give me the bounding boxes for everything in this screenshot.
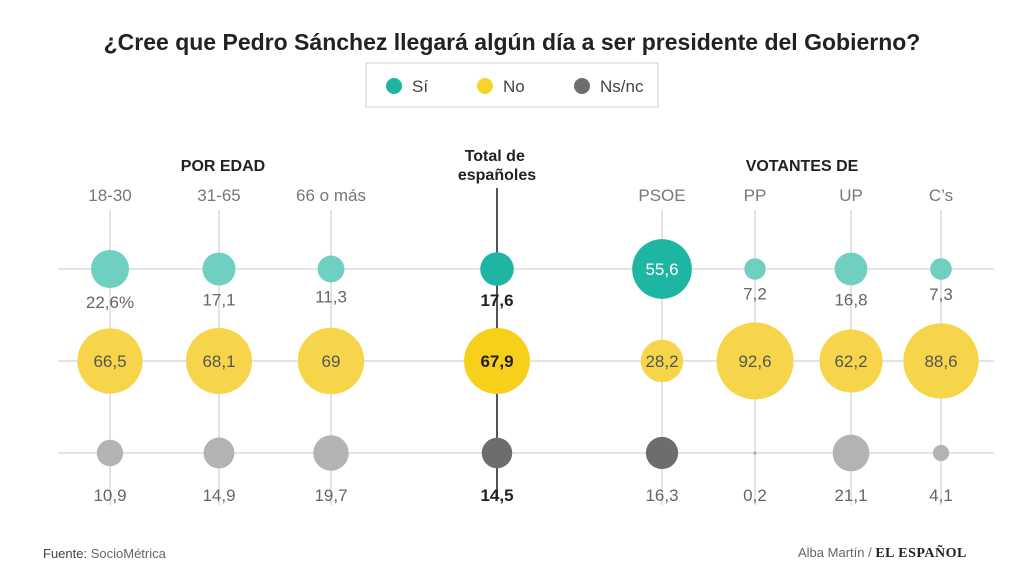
bubble-si-3 — [480, 252, 514, 286]
bubble-si-4 — [632, 239, 692, 299]
label-nsnc-6: 21,1 — [834, 486, 867, 505]
group-header-total-line1: Total de — [465, 148, 525, 165]
label-no-0: 66,5 — [93, 352, 126, 371]
value-labels: 18-30 22,6% 66,5 10,9 31-65 17,1 68,1 14,9 66 o … — [86, 186, 958, 505]
col-label-0: 18-30 — [88, 186, 131, 205]
bubble-nsnc-1 — [203, 437, 235, 469]
bubble-si-1 — [202, 252, 236, 286]
label-si-3: 17,6 — [480, 291, 513, 310]
legend: Sí No Ns/nc — [365, 62, 659, 108]
label-si-5: 7,2 — [743, 285, 767, 304]
col-label-4: PSOE — [638, 186, 685, 205]
brand-logo: EL ESPAÑOL — [875, 546, 967, 561]
bubble-no-0 — [77, 328, 143, 394]
label-nsnc-1: 14,9 — [202, 486, 235, 505]
legend-box — [365, 62, 659, 108]
bubble-no-1 — [185, 327, 253, 395]
bubble-marks — [77, 239, 979, 472]
bubble-si-7 — [930, 258, 952, 280]
bubble-no-3 — [464, 328, 530, 394]
chart-title: ¿Cree que Pedro Sánchez llegará algún dí… — [104, 29, 921, 55]
label-nsnc-3: 14,5 — [480, 486, 513, 505]
label-no-2: 69 — [322, 352, 341, 371]
label-si-1: 17,1 — [202, 291, 235, 310]
bubble-nsnc-5 — [753, 451, 757, 455]
legend-swatch-nsnc — [574, 78, 590, 94]
label-no-5: 92,6 — [738, 352, 771, 371]
bubble-si-5 — [744, 258, 766, 280]
col-label-7: C’s — [929, 186, 953, 205]
bubble-no-2 — [297, 327, 365, 395]
label-nsnc-7: 4,1 — [929, 486, 953, 505]
bubble-no-6 — [819, 329, 883, 393]
bubble-si-2 — [317, 255, 345, 283]
bubble-nsnc-3 — [481, 437, 513, 469]
label-nsnc-4: 16,3 — [645, 486, 678, 505]
label-no-7: 88,6 — [924, 352, 957, 371]
legend-swatch-no — [477, 78, 493, 94]
group-header-total: Total de españoles — [458, 148, 536, 184]
bubble-nsnc-4 — [645, 436, 679, 470]
bubble-si-6 — [834, 252, 868, 286]
label-no-1: 68,1 — [202, 352, 235, 371]
col-label-6: UP — [839, 186, 863, 205]
bubble-nsnc-6 — [832, 434, 870, 472]
author: Alba Martín / — [798, 545, 872, 560]
legend-label-si: Sí — [412, 77, 428, 96]
source-name: SocioMétrica — [90, 546, 166, 561]
label-si-4: 55,6 — [645, 260, 678, 279]
legend-swatch-si — [386, 78, 402, 94]
label-no-4: 28,2 — [645, 352, 678, 371]
bubble-si-0 — [90, 249, 130, 289]
source-note: Fuente: SocioMétrica — [43, 546, 166, 561]
group-header-total-line2: españoles — [458, 167, 536, 184]
bubble-nsnc-2 — [313, 435, 349, 471]
label-nsnc-5: 0,2 — [743, 486, 767, 505]
col-label-5: PP — [744, 186, 767, 205]
label-si-2: 11,3 — [315, 287, 347, 306]
label-no-6: 62,2 — [834, 352, 867, 371]
bubble-nsnc-7 — [932, 444, 950, 462]
label-si-7: 7,3 — [929, 285, 953, 304]
bubble-no-4 — [640, 339, 684, 383]
label-si-0: 22,6% — [86, 293, 134, 312]
group-header-votantes: VOTANTES DE — [746, 158, 859, 175]
credit: Alba Martín / EL ESPAÑOL — [798, 545, 967, 562]
group-header-edad: POR EDAD — [181, 158, 265, 175]
legend-label-no: No — [503, 77, 525, 96]
label-no-3: 67,9 — [480, 352, 513, 371]
bubble-no-5 — [716, 322, 794, 400]
source-label: Fuente: — [43, 546, 88, 561]
bubble-nsnc-0 — [96, 439, 124, 467]
col-label-2: 66 o más — [296, 186, 366, 205]
label-nsnc-2: 19,7 — [314, 486, 347, 505]
bubble-no-7 — [903, 323, 979, 399]
col-label-1: 31-65 — [197, 186, 240, 205]
label-si-6: 16,8 — [834, 290, 867, 309]
label-nsnc-0: 10,9 — [93, 486, 126, 505]
legend-label-nsnc: Ns/nc — [600, 77, 644, 96]
